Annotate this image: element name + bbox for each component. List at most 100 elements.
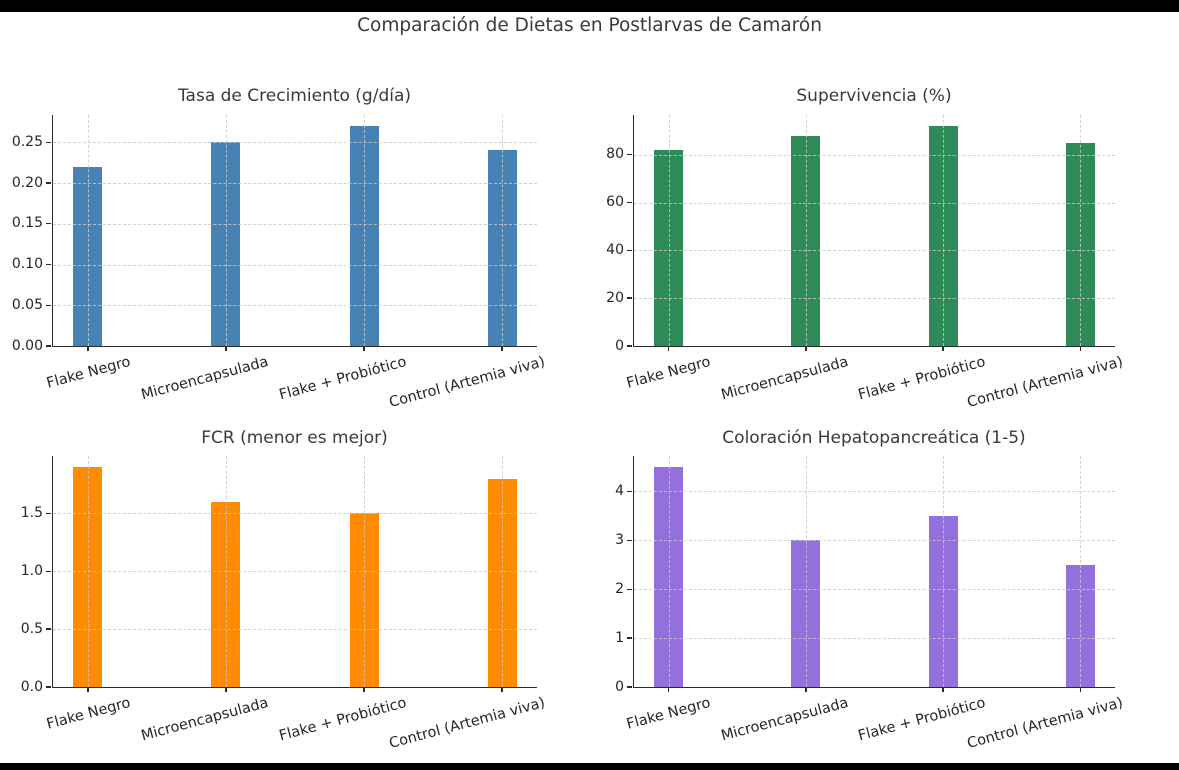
x-tick-mark xyxy=(501,687,503,692)
bottom-frame-bar xyxy=(0,763,1179,770)
y-tick-mark xyxy=(46,304,52,306)
x-tick-label: Control (Artemia viva) xyxy=(387,695,547,753)
y-tick-label: 60 xyxy=(606,194,624,211)
figure-title: Comparación de Dietas en Postlarvas de C… xyxy=(357,15,822,36)
gridline-vertical xyxy=(943,115,945,346)
x-tick-mark xyxy=(942,687,944,692)
gridline-horizontal xyxy=(634,202,1115,204)
y-tick-label: 0.5 xyxy=(20,620,43,637)
y-tick-mark xyxy=(46,686,52,688)
y-tick-label: 0.15 xyxy=(11,215,43,232)
y-tick-mark xyxy=(46,141,52,143)
x-tick-mark xyxy=(87,346,89,351)
x-tick-label: Control (Artemia viva) xyxy=(387,354,547,412)
gridline-horizontal xyxy=(53,183,537,185)
x-tick-label: Flake Negro xyxy=(625,695,713,733)
y-tick-mark xyxy=(46,263,52,266)
y-tick-mark xyxy=(46,223,52,225)
plot-area-fcr: Flake Negro Microencapsulada Flake + Probi… xyxy=(21,456,546,752)
gridline-horizontal xyxy=(634,491,1115,493)
y-tick-label: 3 xyxy=(615,531,624,548)
y-tick-label: 0.20 xyxy=(11,174,43,191)
plot-area-growth: Flake Negro Microencapsulada Flake + Probi… xyxy=(12,115,546,411)
gridline-horizontal xyxy=(634,638,1115,640)
x-tick-mark xyxy=(501,346,503,351)
gridline-horizontal xyxy=(634,154,1115,156)
y-tick-mark xyxy=(46,570,52,572)
y-tick-mark xyxy=(46,628,52,630)
y-tick-mark xyxy=(46,345,52,347)
gridline-horizontal xyxy=(53,571,537,573)
gridline-horizontal xyxy=(53,513,537,515)
gridline-vertical xyxy=(1080,115,1082,346)
x-tick-label: Microencapsulada xyxy=(139,695,271,745)
plot-area-coloration: Flake Negro Microencapsulada Flake + Probi… xyxy=(615,456,1125,752)
y-tick-label: 20 xyxy=(606,289,624,306)
x-tick-mark xyxy=(363,346,365,351)
gridline-horizontal xyxy=(53,629,537,631)
gridline-vertical xyxy=(225,115,227,346)
gridline-vertical xyxy=(943,456,945,687)
y-tick-label: 1.5 xyxy=(20,504,43,521)
gridline-vertical xyxy=(1080,456,1082,687)
y-tick-mark xyxy=(627,345,633,347)
gridline-vertical xyxy=(87,115,89,346)
y-tick-mark xyxy=(627,588,633,590)
y-tick-label: 0 xyxy=(615,337,624,354)
x-tick-mark xyxy=(225,687,227,692)
x-tick-mark xyxy=(1079,346,1082,351)
x-tick-label: Control (Artemia viva) xyxy=(965,354,1125,412)
x-tick-mark xyxy=(667,346,670,351)
x-tick-label: Microencapsulada xyxy=(719,695,851,745)
y-tick-label: 0.10 xyxy=(11,256,43,273)
y-tick-mark xyxy=(627,637,633,639)
gridline-vertical xyxy=(668,115,670,346)
gridline-vertical xyxy=(668,456,670,687)
y-tick-mark xyxy=(627,201,633,204)
x-tick-mark xyxy=(225,346,227,351)
gridline-horizontal xyxy=(634,250,1115,252)
y-tick-label: 40 xyxy=(606,241,624,258)
y-tick-label: 1 xyxy=(615,629,624,646)
subplot-title-coloration: Coloración Hepatopancreática (1-5) xyxy=(722,428,1026,448)
x-tick-mark xyxy=(363,687,365,692)
y-tick-label: 0.05 xyxy=(11,296,43,313)
subplot-title-growth: Tasa de Crecimiento (g/día) xyxy=(177,86,412,106)
x-tick-label: Flake Negro xyxy=(44,354,132,392)
x-tick-mark xyxy=(805,687,807,692)
y-tick-label: 2 xyxy=(615,580,624,597)
y-tick-label: 1.0 xyxy=(20,562,43,579)
y-tick-label: 0.00 xyxy=(11,337,43,354)
y-tick-mark xyxy=(627,686,633,688)
y-tick-label: 0.25 xyxy=(11,133,43,150)
y-tick-mark xyxy=(627,249,633,252)
x-tick-label: Microencapsulada xyxy=(139,354,271,404)
x-tick-label: Microencapsulada xyxy=(719,354,851,404)
x-tick-label: Flake Negro xyxy=(44,695,132,733)
gridline-vertical xyxy=(364,115,366,346)
y-tick-mark xyxy=(627,297,633,299)
y-tick-label: 80 xyxy=(606,146,624,163)
top-frame-bar xyxy=(0,0,1179,12)
x-tick-mark xyxy=(942,346,944,351)
gridline-horizontal xyxy=(634,540,1115,542)
gridline-vertical xyxy=(805,115,807,346)
y-tick-label: 0.0 xyxy=(20,678,43,695)
x-tick-mark xyxy=(1079,687,1082,692)
y-tick-label: 0 xyxy=(615,678,624,695)
subplot-title-fcr: FCR (menor es mejor) xyxy=(201,428,388,448)
subplot-title-survival: Supervivencia (%) xyxy=(796,86,952,106)
y-tick-mark xyxy=(46,182,52,184)
plot-area-survival: Flake Negro Microencapsulada Flake + Probi… xyxy=(606,115,1125,411)
x-tick-label: Flake Negro xyxy=(625,354,713,392)
x-tick-mark xyxy=(87,687,89,692)
x-tick-mark xyxy=(667,687,670,692)
x-tick-mark xyxy=(805,346,807,351)
gridline-horizontal xyxy=(634,298,1115,300)
y-tick-mark xyxy=(627,153,633,156)
gridline-vertical xyxy=(502,115,504,346)
gridline-horizontal xyxy=(53,305,537,307)
gridline-horizontal xyxy=(634,589,1115,591)
gridline-horizontal xyxy=(53,264,537,266)
